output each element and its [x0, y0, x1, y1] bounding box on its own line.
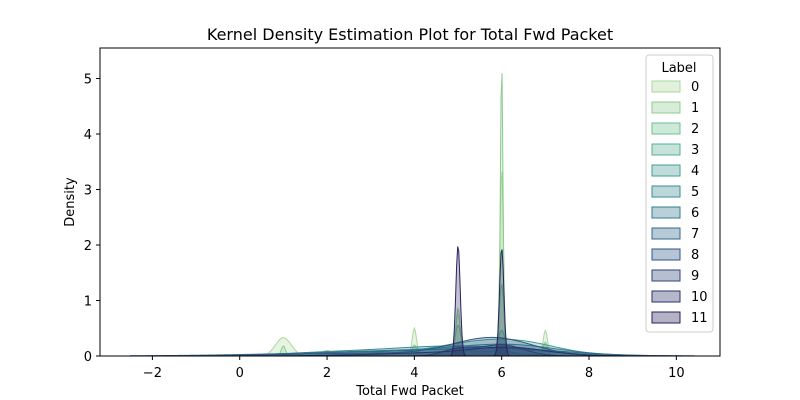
legend-label-11: 11 [691, 311, 708, 326]
legend-swatch-9 [651, 269, 681, 282]
legend-label-5: 5 [691, 185, 699, 200]
legend-label-8: 8 [691, 248, 699, 263]
legend-swatch-1 [651, 101, 681, 114]
chart-title: Kernel Density Estimation Plot for Total… [207, 25, 613, 44]
x-tick-label: 10 [668, 366, 685, 381]
density-area-7 [130, 347, 695, 357]
legend-label-0: 0 [691, 80, 699, 95]
x-tick-label: 0 [236, 366, 244, 381]
legend-label-3: 3 [691, 143, 699, 158]
legend-label-7: 7 [691, 227, 699, 242]
x-axis-label: Total Fwd Packet [355, 384, 464, 399]
x-tick-label: 4 [410, 366, 418, 381]
legend-swatch-3 [651, 143, 681, 156]
x-tick-label: −2 [143, 366, 162, 381]
y-axis-label: Density [63, 177, 78, 227]
legend-label-4: 4 [691, 164, 699, 179]
legend-title: Label [661, 61, 696, 76]
plot-frame [99, 47, 721, 357]
y-tick-label: 2 [84, 239, 92, 254]
density-areas [130, 73, 695, 357]
legend-swatch-0 [651, 80, 681, 93]
x-tick-label: 6 [498, 366, 506, 381]
legend-swatch-10 [651, 290, 681, 303]
legend-swatch-8 [651, 248, 681, 261]
legend-swatch-11 [651, 311, 681, 324]
legend-label-2: 2 [691, 122, 699, 137]
legend-label-10: 10 [691, 290, 708, 305]
y-tick-label: 5 [84, 73, 92, 88]
x-axis-ticks: −2 0 2 4 6 8 10 [143, 356, 685, 381]
y-tick-label: 3 [84, 184, 92, 199]
legend-label-1: 1 [691, 101, 699, 116]
legend-label-6: 6 [691, 206, 699, 221]
y-tick-label: 4 [84, 128, 92, 143]
legend-swatch-6 [651, 206, 681, 219]
legend-swatch-7 [651, 227, 681, 240]
x-tick-label: 2 [323, 366, 331, 381]
density-area-0 [130, 172, 694, 357]
density-area-1 [130, 73, 694, 357]
y-tick-label: 0 [84, 350, 92, 365]
legend-swatch-4 [651, 164, 681, 177]
legend: Label 0 1 2 3 4 5 6 7 8 9 10 11 [645, 54, 714, 333]
legend-swatch-2 [651, 122, 681, 135]
legend-label-9: 9 [691, 269, 699, 284]
legend-swatch-5 [651, 185, 681, 198]
y-tick-label: 1 [84, 295, 92, 310]
x-tick-label: 8 [585, 366, 593, 381]
y-axis-ticks: 0 1 2 3 4 5 [84, 73, 100, 365]
